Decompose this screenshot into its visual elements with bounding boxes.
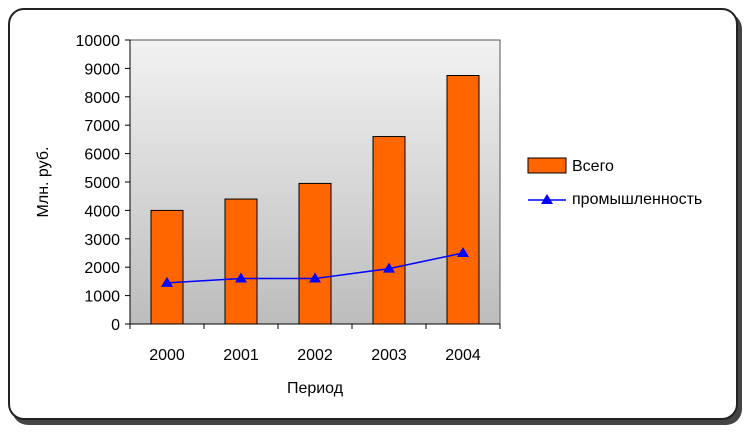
line-series — [161, 247, 469, 287]
point-2002 — [309, 272, 321, 283]
y-axis-label: Млн. руб. — [35, 147, 52, 218]
y-tick-label: 6000 — [84, 147, 120, 164]
bar-2001 — [224, 198, 258, 325]
legend-marker-industry — [541, 194, 553, 204]
x-tick-label: 2003 — [371, 347, 407, 364]
bar-2004 — [446, 75, 480, 325]
bar-2002 — [298, 182, 332, 325]
x-axis-label: Период — [287, 380, 344, 397]
y-tick-label: 1000 — [84, 289, 120, 306]
legend-swatch-total — [527, 157, 567, 174]
x-tick-label: 2002 — [297, 347, 333, 364]
y-tick-label: 10000 — [76, 33, 121, 50]
x-axis-ticks: 2000 2001 2002 2003 2004 — [129, 324, 501, 364]
bar-2003 — [372, 136, 406, 325]
legend-label-industry: промышленность — [572, 191, 702, 208]
y-tick-label: 0 — [111, 317, 120, 334]
point-2003 — [383, 262, 395, 273]
point-2004 — [457, 247, 469, 257]
x-tick-label: 2004 — [445, 347, 481, 364]
y-tick-label: 7000 — [84, 118, 120, 135]
x-tick-label: 2000 — [149, 347, 185, 364]
y-tick-label: 9000 — [84, 61, 120, 78]
legend-label-total: Всего — [572, 158, 614, 175]
point-2001 — [235, 272, 247, 283]
y-tick-label: 3000 — [84, 232, 120, 249]
y-tick-label: 5000 — [84, 175, 120, 192]
y-tick-label: 8000 — [84, 90, 120, 107]
bar-series — [150, 75, 480, 325]
x-tick-label: 2001 — [223, 347, 259, 364]
legend: Всего промышленность — [527, 157, 702, 208]
y-axis-ticks: 0 1000 2000 3000 4000 5000 6000 7000 8000 9000 100… — [76, 33, 130, 334]
bar-2000 — [150, 209, 184, 325]
y-tick-label: 2000 — [84, 260, 120, 277]
y-tick-label: 4000 — [84, 203, 120, 220]
point-2000 — [161, 276, 173, 287]
